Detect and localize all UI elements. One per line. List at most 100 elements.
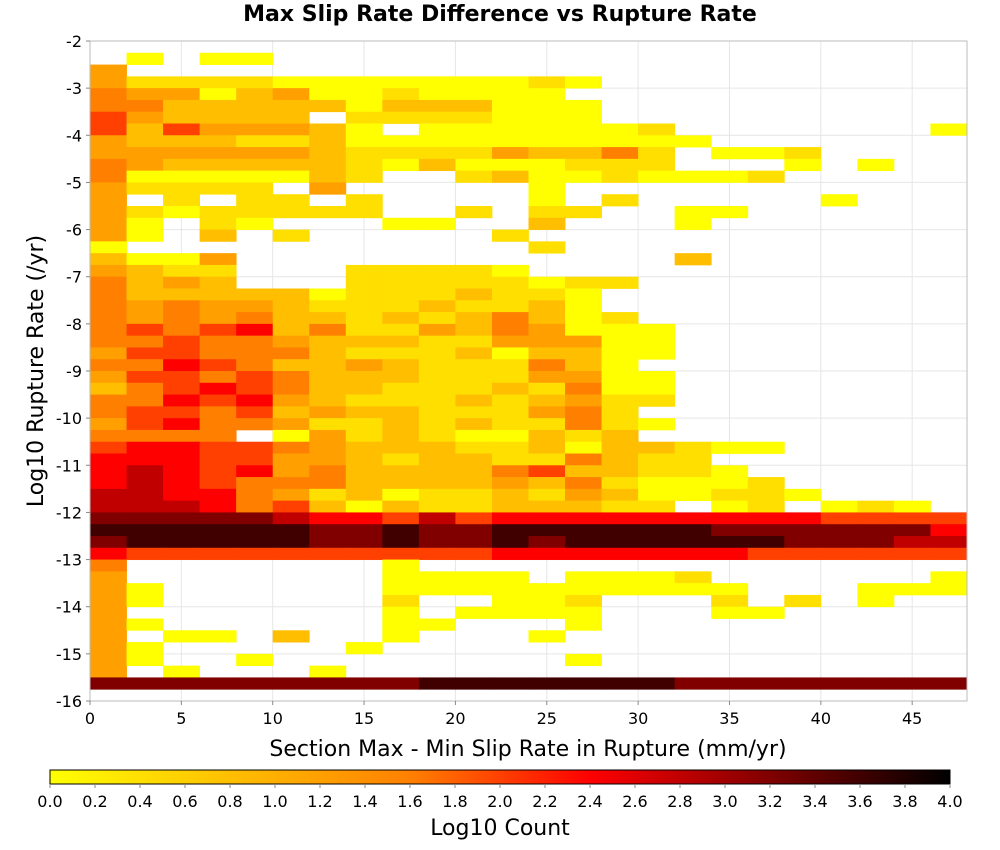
heatmap-cell — [382, 347, 420, 360]
heatmap-cell — [491, 88, 529, 101]
heatmap-cell — [418, 359, 456, 372]
heatmap-cell — [491, 477, 529, 490]
heatmap-cell — [674, 547, 712, 560]
heatmap-cell — [309, 99, 347, 113]
heatmap-cell — [893, 536, 931, 549]
heatmap-cell — [528, 583, 566, 596]
heatmap-cell — [199, 76, 237, 89]
heatmap-cell — [90, 665, 127, 678]
heatmap-cell — [345, 536, 383, 549]
heatmap-cell — [382, 500, 420, 513]
heatmap-cell — [199, 547, 237, 560]
heatmap-cell — [382, 135, 420, 148]
heatmap-cell — [565, 111, 602, 124]
heatmap-cell — [930, 571, 968, 584]
heatmap-cell — [711, 583, 749, 596]
heatmap-cell — [236, 323, 274, 337]
heatmap-cell — [382, 559, 420, 572]
heatmap-cell — [272, 630, 310, 643]
heatmap-cell — [857, 677, 895, 690]
heatmap-cell — [565, 371, 602, 384]
heatmap-cell — [90, 594, 127, 608]
heatmap-cell — [565, 147, 602, 160]
heatmap-cell — [491, 135, 529, 148]
x-tick-label: 25 — [537, 709, 557, 728]
heatmap-cell — [345, 394, 383, 407]
heatmap-cell — [820, 194, 858, 207]
colorbar-tick-label: 3.4 — [802, 792, 827, 811]
heatmap-cell — [491, 170, 529, 183]
heatmap-cell — [126, 300, 164, 313]
heatmap-cell — [893, 524, 931, 537]
heatmap-cell — [90, 312, 127, 325]
heatmap-cell — [638, 394, 676, 407]
heatmap-cell — [126, 524, 164, 537]
colorbar-tick-label: 2.0 — [487, 792, 512, 811]
heatmap-cell — [199, 335, 237, 348]
heatmap-cell — [90, 583, 127, 596]
heatmap-cell — [309, 665, 347, 678]
heatmap-cell — [126, 618, 164, 631]
heatmap-cell — [565, 123, 602, 136]
heatmap-cell — [309, 147, 347, 160]
heatmap-cell — [236, 99, 274, 113]
heatmap-cell — [345, 206, 383, 219]
heatmap-cell — [601, 276, 639, 289]
heatmap-cell — [90, 559, 127, 572]
heatmap-cell — [345, 147, 383, 160]
heatmap-cell — [199, 123, 237, 136]
heatmap-cell — [272, 323, 310, 337]
y-tick-label: -11 — [56, 456, 82, 475]
heatmap-cell — [418, 276, 456, 289]
heatmap-cell — [90, 88, 127, 101]
heatmap-cell — [345, 547, 383, 560]
heatmap-cell — [638, 382, 676, 395]
y-tick-label: -10 — [56, 409, 82, 428]
heatmap-cell — [711, 536, 749, 549]
heatmap-cell — [565, 477, 602, 490]
y-tick-label: -8 — [66, 315, 82, 334]
heatmap-cell — [784, 488, 822, 502]
heatmap-cell — [565, 594, 602, 608]
heatmap-cell — [418, 477, 456, 490]
heatmap-cell — [126, 99, 164, 113]
heatmap-cell — [309, 88, 347, 101]
heatmap-cell — [418, 335, 456, 348]
heatmap-cell — [418, 406, 456, 419]
heatmap-cell — [90, 99, 127, 113]
heatmap-cell — [455, 312, 493, 325]
heatmap-cell — [565, 288, 602, 301]
chart-title: Max Slip Rate Difference vs Rupture Rate — [243, 2, 757, 27]
heatmap-cell — [565, 465, 602, 478]
heatmap-cell — [638, 547, 676, 560]
heatmap-cell — [491, 123, 529, 136]
heatmap-cell — [418, 583, 456, 596]
heatmap-cell — [126, 536, 164, 549]
heatmap-cell — [382, 536, 420, 549]
heatmap-cell — [163, 170, 201, 183]
heatmap-cell — [491, 418, 529, 431]
heatmap-cell — [528, 465, 566, 478]
heatmap-cell — [90, 253, 127, 266]
heatmap-cell — [126, 76, 164, 89]
heatmap-cell — [345, 276, 383, 289]
heatmap-cell — [90, 123, 127, 136]
heatmap-cell — [163, 382, 201, 395]
heatmap-cell — [236, 158, 274, 172]
heatmap-cell — [528, 477, 566, 490]
heatmap-cell — [491, 583, 529, 596]
heatmap-cell — [528, 123, 566, 136]
heatmap-cell — [90, 547, 127, 560]
heatmap-cell — [528, 606, 566, 619]
heatmap-cell — [345, 677, 383, 690]
heatmap-cell — [638, 135, 676, 148]
heatmap-cell — [491, 99, 529, 113]
heatmap-cell — [747, 170, 785, 183]
heatmap-cell — [638, 677, 676, 690]
heatmap-cell — [638, 371, 676, 384]
heatmap-cell — [309, 406, 347, 419]
heatmap-cell — [565, 677, 602, 690]
x-tick-label: 45 — [902, 709, 922, 728]
heatmap-cell — [345, 111, 383, 124]
heatmap-cell — [382, 512, 420, 525]
